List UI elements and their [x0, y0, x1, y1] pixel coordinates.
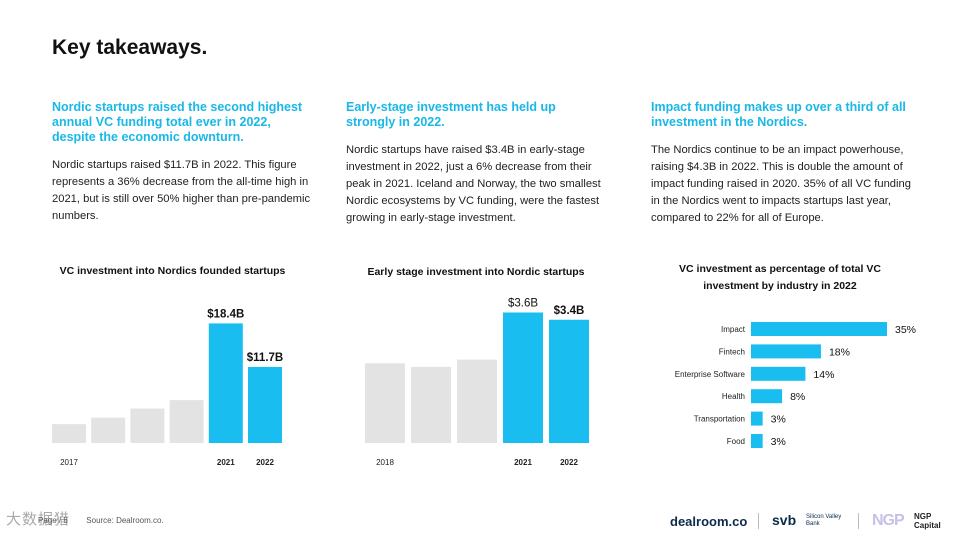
dealroom-logo: dealroom.co [670, 514, 748, 529]
svb-logo-subtitle: Silicon Valley Bank [806, 514, 842, 527]
ngp-logo: NGP [872, 512, 905, 529]
watermark-text: 大数据猎 [6, 511, 71, 528]
chart1-tick-label: 2017 [60, 458, 78, 467]
svb-logo: svb [772, 512, 797, 528]
chart2-bar [411, 366, 451, 443]
chart3-category-label: Impact [721, 325, 746, 334]
chart1-tick-label: 2022 [256, 458, 274, 467]
takeaway-heading: Early-stage investment has held up stron… [346, 100, 556, 129]
chart3-category-label: Fintech [719, 347, 745, 356]
chart2-bar [457, 359, 497, 443]
chart3-bar [751, 344, 821, 359]
chart-title-vc-investment: VC investment into Nordics founded start… [59, 265, 286, 277]
chart2-bar [365, 363, 405, 443]
chart-title-line: VC investment as percentage of total VC [679, 263, 881, 275]
takeaway-body: The Nordics continue to be an impact pow… [651, 144, 911, 224]
takeaway-heading: Impact funding makes up over a third of … [651, 100, 906, 129]
takeaway-column-1: Nordic startups raised the second highes… [52, 100, 312, 225]
chart3-data-label: 3% [771, 414, 786, 426]
chart3-bar [751, 322, 887, 336]
chart3-category-label: Food [727, 437, 745, 446]
chart3-data-label: 3% [771, 436, 786, 448]
chart2-data-label: $3.4B [554, 305, 585, 317]
chart-title-early-stage: Early stage investment into Nordic start… [367, 266, 585, 278]
takeaway-body: Nordic startups have raised $3.4B in ear… [346, 144, 601, 224]
chart1-data-label: $11.7B [247, 352, 283, 364]
chart3-bar [751, 389, 783, 404]
takeaway-column-3: Impact funding makes up over a third of … [651, 100, 913, 227]
page-number: Page / 8 [38, 516, 68, 525]
chart1-bar [208, 323, 243, 443]
chart3-data-label: 18% [829, 346, 850, 358]
takeaway-heading: Nordic startups raised the second highes… [52, 100, 303, 144]
chart3-category-label: Health [722, 392, 745, 401]
footer: Page / 8 Source: Dealroom.co. [38, 516, 164, 525]
chart-title-line: investment by industry in 2022 [703, 280, 857, 292]
chart2-bar [503, 312, 543, 443]
ngp-logo-subtitle: NGP Capital [914, 512, 941, 530]
chart3-data-label: 14% [813, 369, 834, 381]
chart3-data-label: 35% [895, 324, 916, 336]
chart3-bar [751, 434, 763, 448]
chart2-tick-label: 2021 [514, 458, 532, 467]
page-title: Key takeaways. [52, 36, 208, 59]
chart1-bar [248, 366, 282, 443]
source-note: Source: Dealroom.co. [86, 516, 164, 525]
chart2-tick-label: 2022 [560, 458, 578, 467]
chart3-category-label: Enterprise Software [675, 370, 746, 379]
chart3-data-label: 8% [790, 391, 805, 403]
chart2-tick-label: 2018 [376, 458, 394, 467]
chart1-bar [130, 408, 165, 443]
takeaway-column-2: Early-stage investment has held up stron… [346, 100, 608, 227]
logo-divider [758, 513, 759, 529]
chart3-category-label: Transportation [694, 415, 745, 424]
chart1-bar [169, 400, 204, 443]
logo-divider [858, 513, 859, 529]
chart1-bar [52, 424, 86, 443]
chart3-bar [751, 411, 763, 426]
chart-title-industry: VC investment as percentage of total VC … [650, 261, 910, 295]
chart1-bar [91, 417, 126, 443]
chart1-tick-label: 2021 [217, 458, 235, 467]
chart2-bar [549, 319, 589, 443]
chart2-data-label: $3.6B [508, 298, 538, 310]
chart3-bar [751, 366, 806, 381]
takeaway-body: Nordic startups raised $11.7B in 2022. T… [52, 159, 311, 222]
chart1-data-label: $18.4B [207, 308, 244, 320]
